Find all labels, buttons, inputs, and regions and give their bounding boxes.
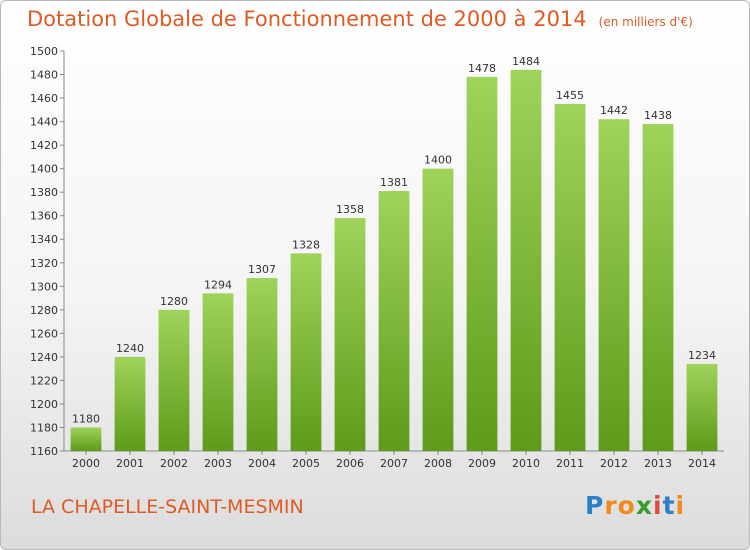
logo-letter: i: [675, 491, 686, 520]
bar: [686, 363, 718, 451]
axes: 1160 1180 1200 1220 1240 1260 1280 1300 1320 1340…: [30, 45, 724, 470]
bars: 1180 1240 1280 1294 1307 1328 1358 1381 1400 1478…: [70, 55, 718, 452]
logo-letter: x: [635, 491, 653, 520]
bar-value-label: 1381: [380, 176, 408, 189]
y-tick-label: 1200: [30, 398, 58, 411]
bar: [642, 123, 674, 452]
commune-name: LA CHAPELLE-SAINT-MESMIN: [31, 496, 304, 518]
y-tick-label: 1460: [30, 92, 58, 105]
x-tick-label: 2002: [160, 457, 188, 470]
x-tick-label: 2004: [248, 457, 276, 470]
bar: [510, 69, 542, 451]
y-tick-label: 1240: [30, 351, 58, 364]
logo-letter: i: [653, 491, 663, 520]
bar: [334, 218, 366, 451]
bar: [114, 356, 146, 451]
y-tick-label: 1160: [30, 445, 58, 458]
y-tick-label: 1280: [30, 304, 58, 317]
bar-value-label: 1180: [72, 412, 100, 425]
x-tick-label: 2000: [72, 457, 100, 470]
x-tick-label: 2005: [292, 457, 320, 470]
y-tick-label: 1500: [30, 45, 58, 58]
y-tick-label: 1320: [30, 257, 58, 270]
x-tick-label: 2003: [204, 457, 232, 470]
y-tick-label: 1300: [30, 280, 58, 293]
bar: [378, 191, 410, 451]
x-tick-label: 2012: [600, 457, 628, 470]
logo-letter: o: [617, 491, 636, 520]
x-tick-label: 2007: [380, 457, 408, 470]
bar-value-label: 1455: [556, 89, 584, 102]
bar: [158, 309, 190, 451]
chart-title: Dotation Globale de Fonctionnement de 20…: [27, 7, 587, 31]
x-tick-label: 2010: [512, 457, 540, 470]
x-tick-label: 2008: [424, 457, 452, 470]
x-tick-label: 2006: [336, 457, 364, 470]
y-tick-label: 1360: [30, 210, 58, 223]
bar-value-label: 1484: [512, 55, 540, 68]
x-tick-label: 2014: [688, 457, 716, 470]
y-tick-label: 1260: [30, 327, 58, 340]
bar: [422, 168, 454, 451]
proxiti-logo[interactable]: Proxiti: [585, 491, 685, 520]
bar-value-label: 1234: [688, 349, 716, 362]
y-tick-label: 1400: [30, 163, 58, 176]
bar: [70, 427, 102, 451]
y-tick-label: 1220: [30, 374, 58, 387]
unit-note: (en milliers d'€): [598, 15, 693, 29]
logo-letter: r: [604, 491, 618, 520]
bar: [554, 103, 586, 452]
bar-value-label: 1294: [204, 278, 232, 291]
y-tick-label: 1180: [30, 421, 58, 434]
logo-letter: t: [662, 491, 676, 520]
bar-value-label: 1442: [600, 104, 628, 117]
bar: [246, 278, 278, 451]
bar: [598, 119, 630, 451]
bar: [466, 76, 498, 451]
bar-value-label: 1400: [424, 154, 452, 167]
chart-title-block: Dotation Globale de Fonctionnement de 20…: [27, 7, 693, 31]
y-tick-label: 1420: [30, 139, 58, 152]
y-tick-label: 1440: [30, 116, 58, 129]
x-tick-label: 2013: [644, 457, 672, 470]
bar-value-label: 1328: [292, 238, 320, 251]
bar: [290, 253, 322, 451]
y-tick-label: 1380: [30, 186, 58, 199]
bar-value-label: 1358: [336, 203, 364, 216]
bar-value-label: 1240: [116, 342, 144, 355]
y-tick-label: 1340: [30, 233, 58, 246]
x-tick-label: 2009: [468, 457, 496, 470]
x-tick-label: 2011: [556, 457, 584, 470]
y-tick-label: 1480: [30, 69, 58, 82]
bar-value-label: 1478: [468, 62, 496, 75]
bar: [202, 293, 234, 451]
logo-letter: P: [585, 491, 605, 520]
x-tick-label: 2001: [116, 457, 144, 470]
bar-value-label: 1280: [160, 295, 188, 308]
bar-value-label: 1438: [644, 109, 672, 122]
bar-value-label: 1307: [248, 263, 276, 276]
